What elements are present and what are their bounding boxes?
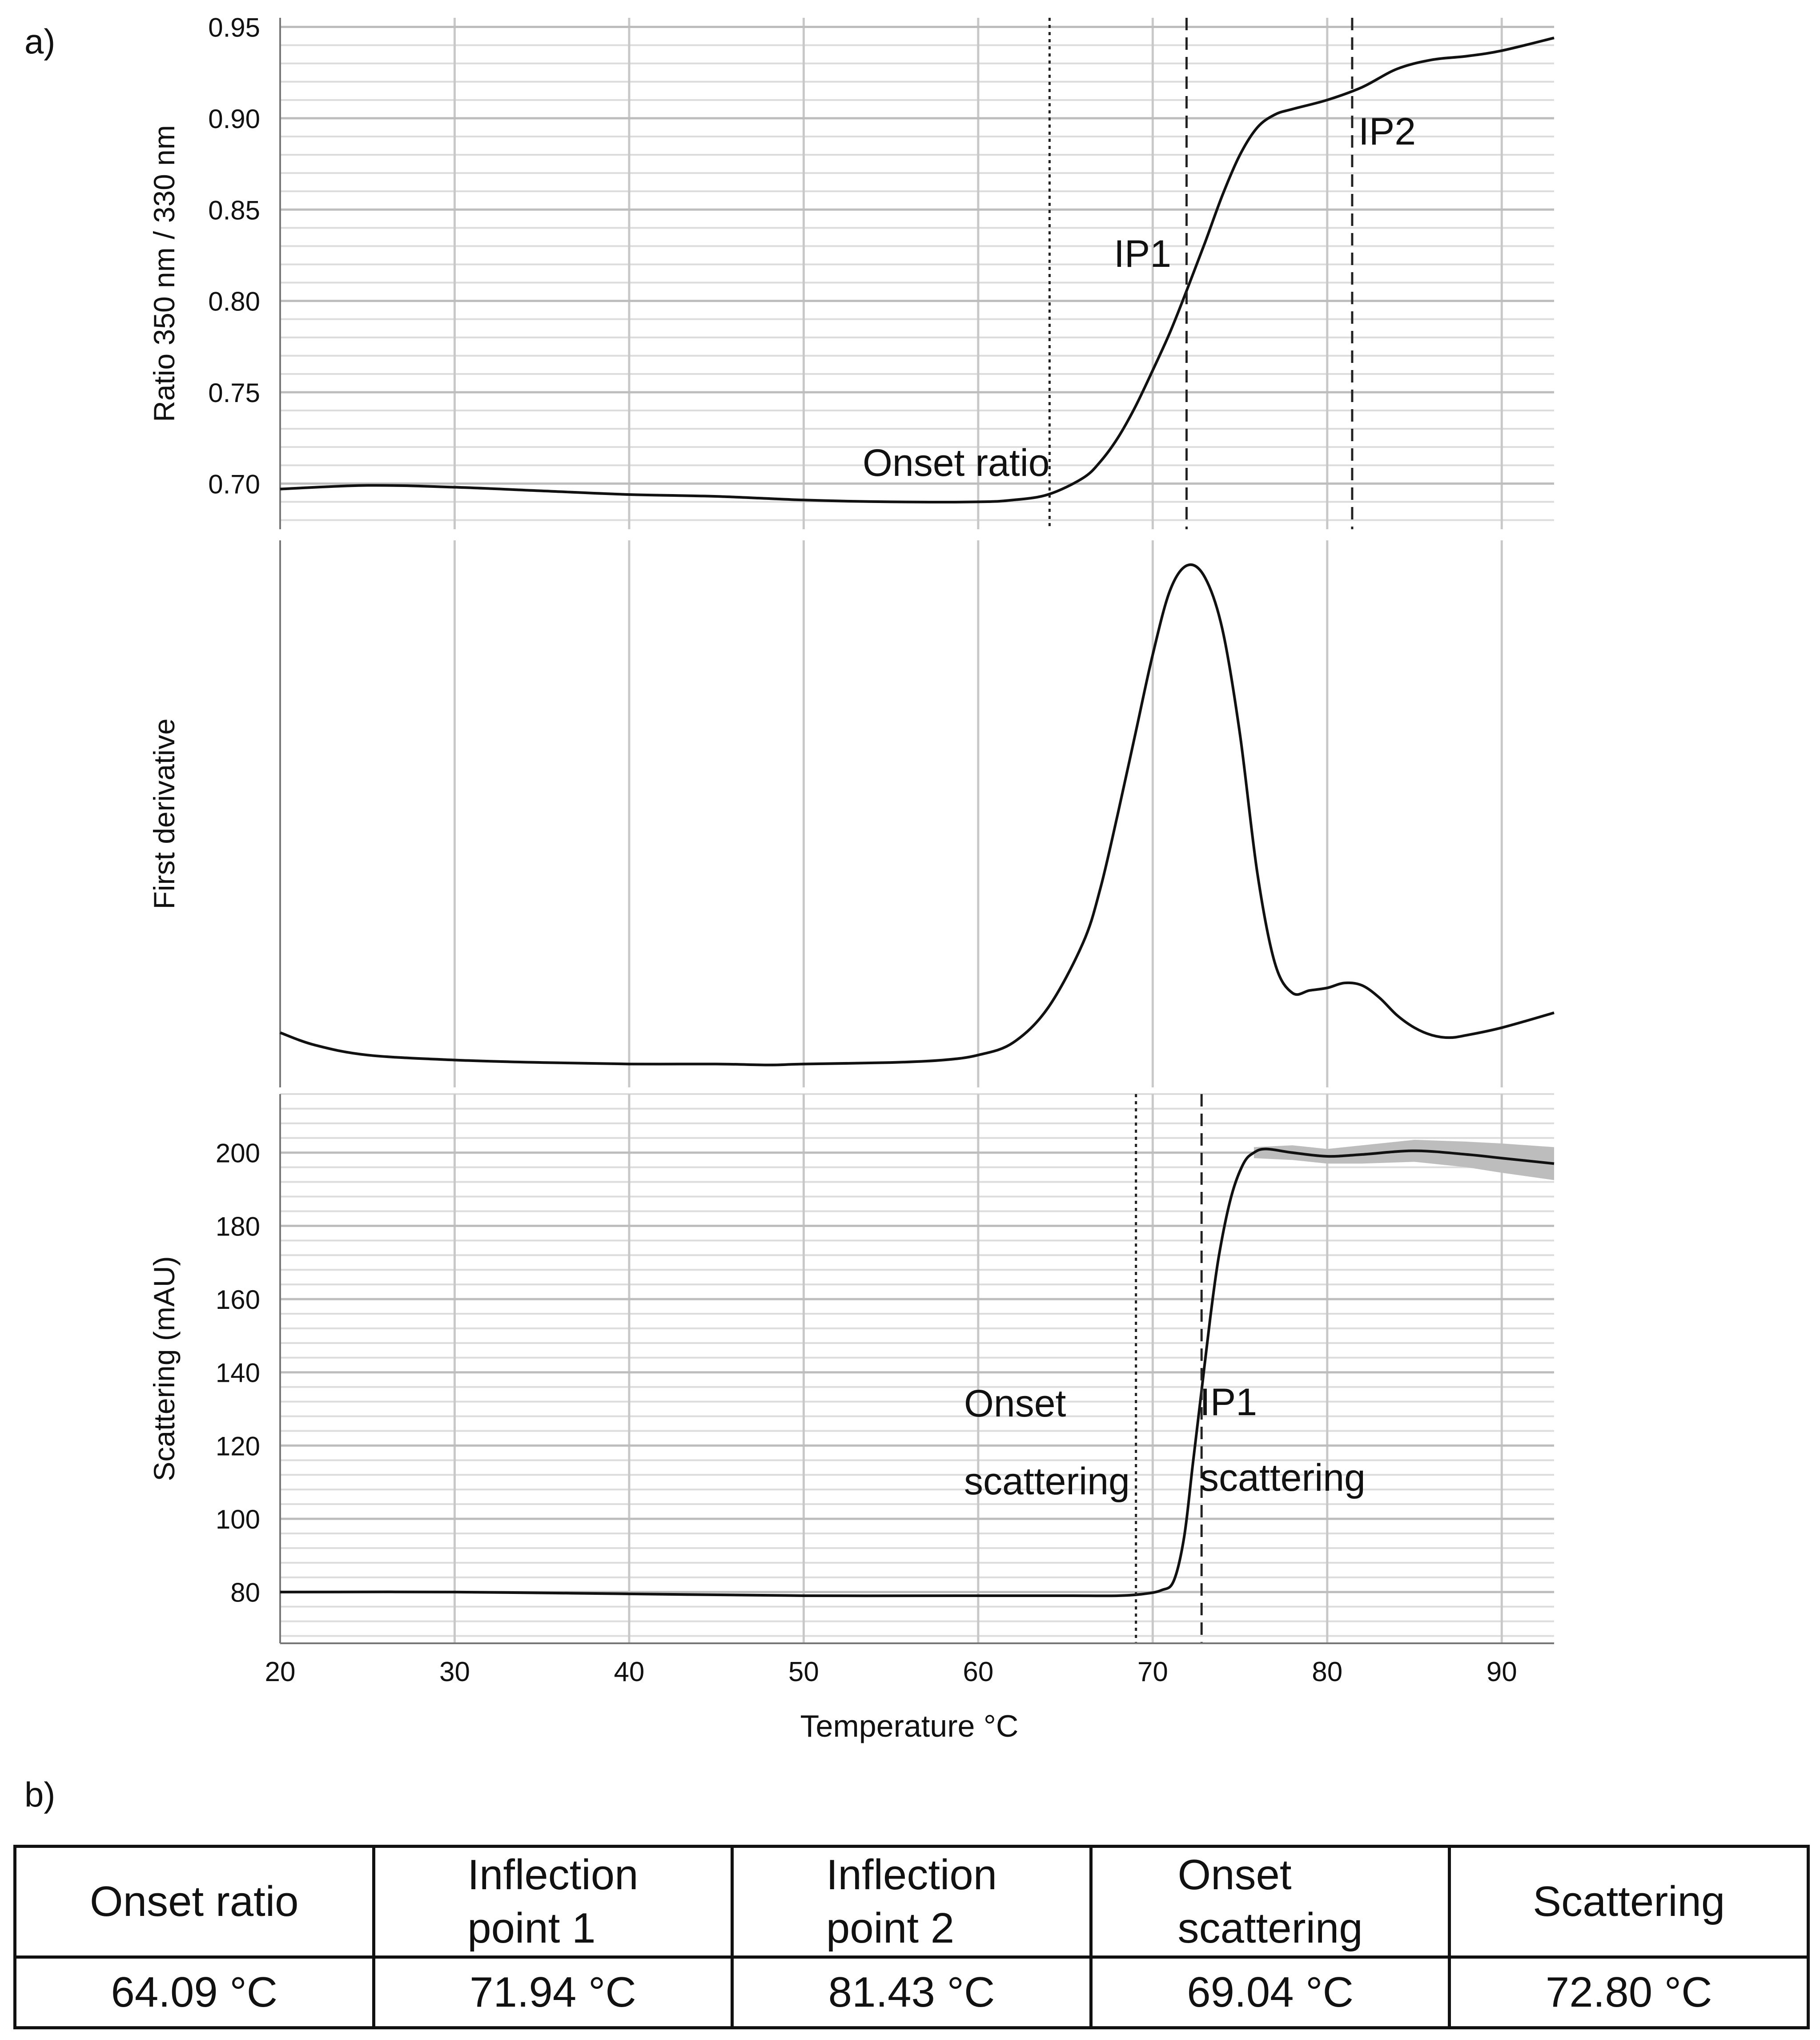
- derivative-curve: [279, 563, 1555, 1066]
- value-onset-ratio: 64.09 °C: [13, 1956, 375, 2029]
- y-tick-label: 0.80: [208, 287, 260, 317]
- y-tick-label: 0.95: [208, 13, 260, 43]
- x-tick-label: 40: [614, 1657, 644, 1687]
- header-onset-ratio: Onset ratio: [13, 1845, 375, 1959]
- y-axis-label: Ratio 350 nm / 330 nm: [148, 125, 181, 422]
- header-inflection-point-2: Inflection point 2: [731, 1845, 1093, 1959]
- ip1-annotation: IP1: [1114, 233, 1171, 275]
- y-tick-label: 120: [216, 1431, 260, 1461]
- x-tick-label: 90: [1487, 1657, 1517, 1687]
- y-tick-label: 0.85: [208, 195, 260, 225]
- y-tick-label: 0.70: [208, 469, 260, 499]
- onset-scattering-annotation-line2: scattering: [964, 1460, 1130, 1503]
- y-tick-label: 140: [216, 1358, 260, 1388]
- value-scattering: 72.80 °C: [1448, 1956, 1810, 2029]
- header-inflection-point-1: Inflection point 1: [372, 1845, 734, 1959]
- panel-b-label: b): [24, 1775, 56, 1814]
- y-tick-label: 160: [216, 1285, 260, 1315]
- results-header-row: Onset ratio Inflection point 1 Inflection…: [13, 1845, 1810, 1959]
- thermal-unfolding-chart: 0.70 0.75 0.80 0.85 0.90 0.95 Ratio 350 nm / 3…: [148, 13, 1555, 1743]
- x-tick-label: 20: [265, 1657, 296, 1687]
- y-tick-label: 0.75: [208, 378, 260, 408]
- y-tick-label: 200: [216, 1139, 260, 1168]
- scattering-confidence-band: [1254, 1139, 1554, 1180]
- y-tick-label: 80: [230, 1578, 260, 1608]
- x-tick-label: 70: [1137, 1657, 1168, 1687]
- x-axis-label: Temperature °C: [800, 1709, 1019, 1743]
- scattering-curve: [280, 1147, 1555, 1597]
- value-inflection-point-1: 71.94 °C: [372, 1956, 734, 2029]
- x-tick-label: 60: [963, 1657, 993, 1687]
- y-tick-label: 0.90: [208, 104, 260, 134]
- y-axis-label: Scattering (mAU): [148, 1256, 181, 1481]
- onset-scattering-annotation-line1: Onset: [964, 1382, 1066, 1425]
- ratio-curve: [280, 36, 1555, 503]
- header-onset-scattering: Onset scattering: [1089, 1845, 1451, 1959]
- x-tick-label: 30: [439, 1657, 470, 1687]
- y-tick-label: 180: [216, 1211, 260, 1241]
- onset-ratio-annotation: Onset ratio: [863, 442, 1050, 484]
- results-table: Onset ratio Inflection point 1 Inflection…: [13, 1845, 1810, 2029]
- results-value-row: 64.09 °C 71.94 °C 81.43 °C 69.04 °C 72.8…: [13, 1956, 1810, 2029]
- ip2-annotation: IP2: [1358, 110, 1416, 153]
- x-tick-label: 80: [1312, 1657, 1342, 1687]
- x-tick-label: 50: [788, 1657, 819, 1687]
- ip1-scattering-annotation-line2: scattering: [1200, 1457, 1366, 1499]
- ip1-scattering-annotation-line1: IP1: [1200, 1381, 1257, 1424]
- value-onset-scattering: 69.04 °C: [1089, 1956, 1451, 2029]
- y-tick-label: 100: [216, 1505, 260, 1534]
- value-inflection-point-2: 81.43 °C: [731, 1956, 1093, 2029]
- y-axis-label: First derivative: [148, 718, 181, 909]
- header-scattering: Scattering: [1448, 1845, 1810, 1959]
- panel-a-label: a): [24, 22, 56, 61]
